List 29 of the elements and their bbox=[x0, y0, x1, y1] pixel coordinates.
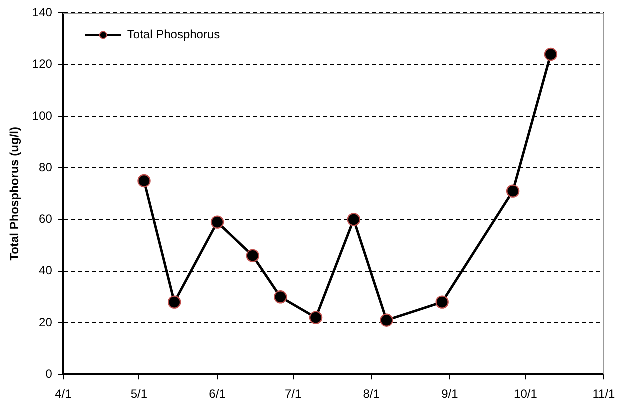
y-tick-label: 40 bbox=[39, 264, 53, 278]
y-tick-label: 60 bbox=[39, 212, 53, 226]
x-tick-label: 9/1 bbox=[442, 387, 459, 402]
point bbox=[210, 216, 224, 229]
y-tick-label: 80 bbox=[39, 160, 53, 174]
y-axis-title: Total Phosphorus (ug/l) bbox=[8, 127, 22, 261]
point bbox=[274, 290, 288, 304]
x-tick-label: 11/1 bbox=[592, 387, 616, 402]
x-tick-label: 5/1 bbox=[130, 387, 148, 402]
y-tick-label: 100 bbox=[32, 108, 53, 123]
y-tick-label: 0 bbox=[46, 366, 53, 381]
legend-label: Total Phosphorus bbox=[127, 28, 220, 42]
point bbox=[380, 314, 394, 327]
point bbox=[506, 184, 520, 198]
x-tick-label: 8/1 bbox=[363, 387, 380, 402]
y-tick-label: 20 bbox=[39, 315, 53, 330]
point bbox=[309, 311, 323, 324]
point bbox=[347, 213, 361, 226]
x-tick-label: 10/1 bbox=[514, 387, 538, 402]
point bbox=[436, 296, 449, 309]
x-tick-label: 4/1 bbox=[55, 387, 72, 402]
x-tick-label: 7/1 bbox=[284, 387, 302, 402]
point bbox=[168, 296, 182, 309]
point bbox=[246, 249, 260, 262]
y-tick-label: 140 bbox=[32, 6, 53, 20]
x-tick-label: 6/1 bbox=[209, 387, 226, 402]
y-tick-label: 120 bbox=[32, 57, 53, 72]
point bbox=[544, 48, 558, 62]
point bbox=[138, 174, 151, 188]
